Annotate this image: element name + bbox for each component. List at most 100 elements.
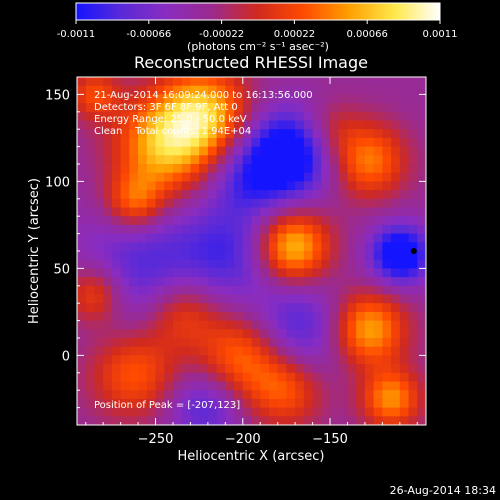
heatmap-cell	[303, 277, 314, 287]
heatmap-cell	[199, 372, 209, 383]
heatmap-cell	[356, 164, 366, 174]
heatmap-cell	[103, 364, 113, 374]
heatmap-cell	[303, 338, 314, 348]
heatmap-cell	[234, 416, 244, 425]
heatmap-cell	[242, 146, 253, 156]
heatmap-cell	[207, 311, 218, 322]
heatmap-cell	[408, 407, 418, 417]
heatmap-cell	[286, 346, 296, 356]
heatmap-cell	[138, 181, 148, 191]
heatmap-cell	[234, 190, 244, 200]
heatmap-cell	[373, 111, 383, 122]
heatmap-cell	[417, 364, 426, 374]
heatmap-cell	[373, 372, 383, 383]
colorbar-tick-label: -0.00066	[126, 29, 171, 40]
heatmap-cell	[391, 268, 401, 278]
heatmap-cell	[251, 390, 261, 400]
heatmap-cell	[172, 164, 183, 174]
heatmap-cell	[373, 390, 383, 400]
heatmap-cell	[234, 398, 244, 409]
heatmap-cell	[199, 268, 209, 278]
heatmap-cell	[216, 120, 226, 130]
heatmap-cell	[251, 303, 261, 313]
heatmap-cell	[85, 111, 96, 122]
heatmap-cell	[94, 216, 104, 226]
heatmap-cell	[417, 329, 426, 339]
heatmap-cell	[190, 172, 200, 182]
heatmap-cell	[277, 338, 287, 348]
heatmap-cell	[242, 277, 253, 287]
heatmap-cell	[155, 268, 165, 278]
heatmap-cell	[268, 224, 279, 235]
heatmap-cell	[347, 407, 357, 417]
heatmap-cell	[312, 303, 322, 313]
heatmap-cell	[391, 224, 401, 235]
heatmap-cell	[417, 77, 426, 87]
heatmap-cell	[286, 181, 296, 191]
heatmap-cell	[103, 129, 113, 139]
heatmap-cell	[321, 103, 331, 113]
heatmap-cell	[408, 303, 418, 313]
heatmap-cell	[146, 155, 157, 165]
heatmap-cell	[216, 407, 226, 417]
heatmap-cell	[242, 129, 253, 139]
heatmap-cell	[330, 137, 340, 148]
heatmap-cell	[399, 346, 410, 356]
heatmap-cell	[399, 94, 410, 104]
heatmap-cell	[111, 285, 122, 296]
heatmap-cell	[338, 233, 349, 243]
heatmap-cell	[216, 94, 226, 104]
heatmap-cell	[382, 190, 392, 200]
heatmap-cell	[120, 251, 130, 261]
heatmap-cell	[172, 251, 183, 261]
heatmap-cell	[277, 129, 287, 139]
heatmap-cell	[207, 120, 218, 130]
heatmap-cell	[373, 233, 383, 243]
heatmap-cell	[356, 398, 366, 409]
heatmap-cell	[303, 242, 314, 252]
heatmap-cell	[277, 268, 287, 278]
heatmap-cell	[251, 103, 261, 113]
heatmap-cell	[330, 164, 340, 174]
heatmap-cell	[373, 311, 383, 322]
heatmap-cell	[181, 416, 192, 425]
heatmap-cell	[417, 216, 426, 226]
heatmap-cell	[172, 242, 183, 252]
heatmap-cell	[391, 364, 401, 374]
heatmap-cell	[199, 103, 209, 113]
heatmap-cell	[260, 311, 270, 322]
heatmap-cell	[138, 120, 148, 130]
heatmap-cell	[364, 146, 375, 156]
heatmap-cell	[103, 103, 113, 113]
heatmap-cell	[146, 120, 157, 130]
heatmap-cell	[172, 120, 183, 130]
heatmap-cell	[207, 407, 218, 417]
heatmap-cell	[94, 285, 104, 296]
heatmap-cell	[312, 346, 322, 356]
heatmap-cell	[330, 198, 340, 209]
heatmap-cell	[77, 103, 87, 113]
heatmap-cell	[172, 346, 183, 356]
heatmap-cell	[242, 398, 253, 409]
heatmap-cell	[94, 198, 104, 209]
heatmap-cell	[347, 137, 357, 148]
heatmap-cell	[164, 303, 174, 313]
heatmap-cell	[190, 216, 200, 226]
heatmap-cell	[234, 164, 244, 174]
heatmap-cell	[373, 242, 383, 252]
heatmap-cell	[330, 277, 340, 287]
heatmap-cell	[251, 372, 261, 383]
colorbar-tick-labels: -0.0011 -0.00066 -0.00022 0.00022 0.00066 0.0…	[57, 29, 458, 40]
heatmap-cell	[382, 294, 392, 304]
heatmap-cell	[172, 398, 183, 409]
heatmap-cell	[391, 164, 401, 174]
heatmap-cell	[382, 181, 392, 191]
heatmap-cell	[164, 346, 174, 356]
heatmap-cell	[277, 407, 287, 417]
heatmap-cell	[138, 338, 148, 348]
heatmap-cell	[268, 416, 279, 425]
heatmap-cell	[321, 94, 331, 104]
heatmap-cell	[190, 146, 200, 156]
heatmap-cell	[242, 181, 253, 191]
heatmap-cell	[295, 285, 305, 296]
